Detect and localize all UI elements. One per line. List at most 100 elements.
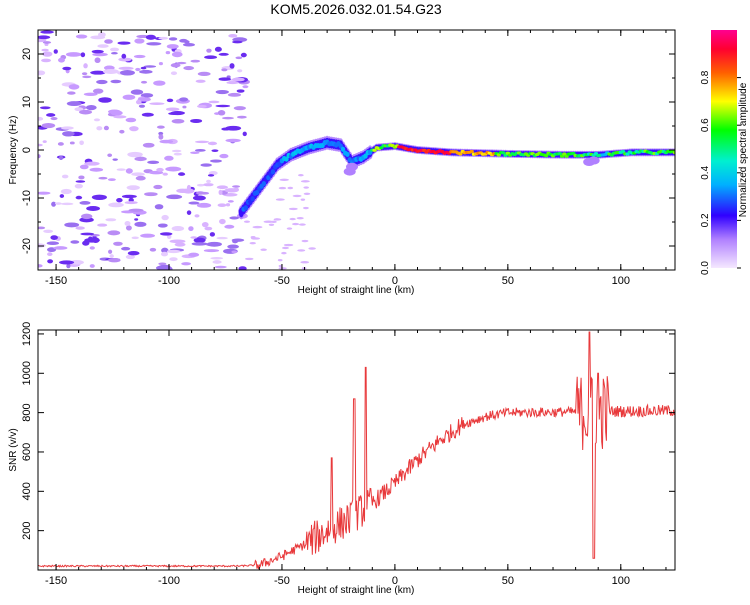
noise-blob <box>98 32 106 38</box>
noise-blob <box>159 232 173 236</box>
noise-blob <box>300 261 310 264</box>
track-core <box>469 149 474 154</box>
noise-blob <box>225 125 242 131</box>
colorbar-tick-label: 0.6 <box>700 118 711 132</box>
noise-blob <box>58 57 65 63</box>
noise-blob <box>176 188 190 193</box>
track-core <box>559 154 565 158</box>
noise-blob <box>119 129 125 134</box>
noise-blob <box>134 221 147 227</box>
noise-blob <box>79 201 91 205</box>
noise-blob <box>135 67 141 72</box>
noise-blob <box>112 158 118 161</box>
noise-blob <box>263 220 274 223</box>
noise-blob <box>229 63 235 69</box>
y-tick-label: 10 <box>21 96 33 108</box>
noise-blob <box>206 48 212 53</box>
noise-blob <box>232 40 243 44</box>
noise-blob <box>184 40 190 44</box>
noise-blob <box>121 246 131 251</box>
noise-blob <box>197 71 211 77</box>
noise-blob <box>201 221 209 228</box>
noise-blob <box>139 69 153 74</box>
track-core <box>496 153 502 157</box>
noise-blob <box>216 185 229 190</box>
noise-blob <box>182 105 187 109</box>
noise-blob <box>289 217 296 221</box>
colorbar-tick-label: 0.2 <box>700 213 711 227</box>
noise-blob <box>92 52 108 57</box>
noise-blob <box>171 51 183 58</box>
noise-blob <box>227 92 242 97</box>
noise-blob <box>134 38 145 44</box>
noise-blob <box>281 251 287 255</box>
x-tick-label: 0 <box>392 275 398 287</box>
noise-blob <box>98 176 108 180</box>
noise-blob <box>124 201 138 205</box>
noise-blob <box>159 139 174 144</box>
noise-blob <box>42 140 47 144</box>
noise-blob <box>168 112 181 116</box>
y-tick-label: 200 <box>21 521 33 539</box>
noise-blob <box>203 183 214 187</box>
noise-blob <box>79 217 94 223</box>
noise-blob <box>240 52 247 58</box>
noise-blob <box>38 191 51 195</box>
noise-blob <box>82 75 92 79</box>
noise-blob <box>79 140 84 146</box>
noise-blob <box>170 63 181 68</box>
noise-blob <box>116 198 123 203</box>
noise-blob <box>97 44 109 48</box>
noise-blob <box>113 115 127 119</box>
noise-blob <box>214 265 227 269</box>
noise-blob <box>225 203 231 207</box>
noise-blob <box>194 214 200 218</box>
noise-blob <box>212 260 222 264</box>
noise-blob <box>209 159 222 163</box>
noise-blob <box>140 80 148 84</box>
noise-blob <box>61 202 74 206</box>
y-tick-label: 1200 <box>21 322 33 346</box>
noise-blob <box>104 39 113 44</box>
noise-blob <box>236 115 247 119</box>
noise-blob <box>218 189 223 196</box>
noise-blob <box>200 163 212 167</box>
noise-blob <box>250 236 256 239</box>
noise-blob <box>149 247 157 252</box>
track-core <box>501 151 506 155</box>
noise-blob <box>125 225 132 231</box>
noise-blob <box>42 41 52 44</box>
noise-blob <box>210 257 224 260</box>
track-core <box>261 180 267 187</box>
noise-blob <box>282 246 289 250</box>
noise-blob <box>110 47 120 52</box>
noise-blob <box>196 202 212 208</box>
noise-blob <box>50 235 58 240</box>
noise-blob <box>168 37 178 41</box>
snr-background <box>38 330 675 570</box>
noise-blob <box>183 66 195 71</box>
noise-blob <box>170 71 178 76</box>
noise-blob <box>221 68 228 72</box>
noise-blob <box>90 70 106 75</box>
noise-blob <box>188 252 200 257</box>
noise-blob <box>62 66 72 71</box>
noise-blob <box>91 237 100 243</box>
noise-blob <box>81 72 88 76</box>
noise-blob <box>215 104 231 108</box>
noise-blob <box>197 104 207 108</box>
y-tick-label: 20 <box>21 48 33 60</box>
noise-blob <box>288 207 298 211</box>
track-core <box>458 152 463 156</box>
spectrogram-y-label: Frequency (Hz) <box>8 116 19 185</box>
noise-blob <box>149 102 165 106</box>
noise-blob <box>292 222 300 226</box>
noise-blob <box>144 192 158 197</box>
x-tick-label: -100 <box>158 275 180 287</box>
noise-blob <box>50 116 58 121</box>
noise-blob <box>126 185 140 191</box>
y-tick-label: 400 <box>21 482 33 500</box>
noise-blob <box>278 186 287 190</box>
noise-blob <box>171 149 182 153</box>
noise-blob <box>298 174 304 177</box>
